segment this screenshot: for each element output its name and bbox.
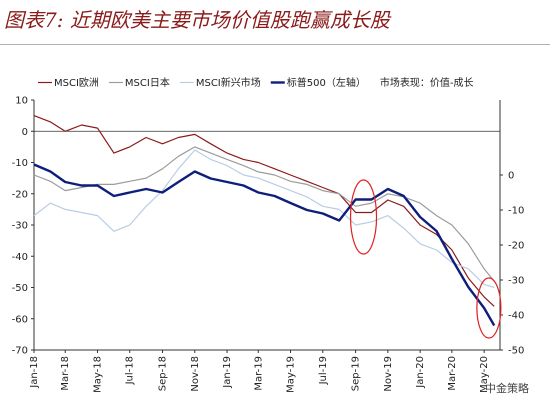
x-axis-tick-label: Sep-19 [351,356,362,391]
legend-title: 市场表现：价值-成长 [380,76,474,89]
x-axis-tick-label: Mar-19 [253,356,264,391]
title-divider [0,44,550,45]
figure-title: 图表7: 近期欧美主要市场价值股跑赢成长股 [4,8,390,32]
left-axis-tick-label: -50 [12,283,28,294]
left-axis-tick-label: -20 [12,189,28,200]
annotation-ellipse [349,179,378,255]
legend-label-3: 标普500（左轴） [287,76,366,89]
right-axis-tick-label: -50 [508,346,524,357]
x-axis-tick-label: Mar-20 [447,356,458,391]
annotation-ellipse [476,277,502,339]
series-line-2 [33,149,495,289]
right-axis-tick-label: -30 [508,276,524,287]
x-axis-tick-label: Jan-20 [415,356,426,389]
series-line-1 [33,146,495,282]
x-axis-tick-label: Nov-19 [383,356,394,392]
x-axis-tick-label: Mar-18 [60,356,71,391]
series-line-3 [33,163,496,327]
x-axis-tick-label: May-20 [479,356,490,393]
x-axis-tick-label: May-19 [286,356,297,393]
left-axis-tick-label: -30 [12,221,28,232]
x-axis-tick-label: Jul-18 [125,356,136,385]
series-line-0 [33,115,495,307]
series-lines [33,115,496,327]
right-axis-tick-label: -40 [508,311,524,322]
left-axis-tick-label: -60 [12,314,28,325]
x-axis-tick-label: Jan-18 [29,356,40,389]
right-axis-tick-label: -10 [508,206,524,217]
left-axis-tick-label: 0 [22,127,28,138]
left-axis-tick-label: 10 [15,96,28,107]
annotations [349,179,502,339]
left-axis-tick-label: -70 [12,346,28,357]
axes: 10 0 -10 -20 -30 -40 -50 -60 -70 0 -10 -20 -30 -40 -50… [12,96,525,393]
left-axis-tick-label: -40 [12,252,28,263]
x-axis-tick-label: Jul-19 [318,356,329,385]
x-axis-tick-label: May-18 [92,356,103,393]
legend-label-2: MSCI新兴市场 [196,76,261,89]
legend: MSCI欧洲 MSCI日本 MSCI新兴市场 标普500（左轴） 市场表现：价值-成长 [38,76,473,89]
x-axis-tick-label: Sep-18 [158,356,169,391]
right-axis-tick-label: -20 [508,241,524,252]
left-axis-tick-label: -10 [12,158,28,169]
watermark-text: 中金策略 [485,381,529,395]
x-axis-tick-label: Nov-18 [190,356,201,392]
right-axis-tick-label: 0 [508,171,514,182]
x-axis-tick-label: Jan-19 [222,356,233,389]
legend-label-0: MSCI欧洲 [54,77,99,89]
legend-label-1: MSCI日本 [125,76,170,89]
